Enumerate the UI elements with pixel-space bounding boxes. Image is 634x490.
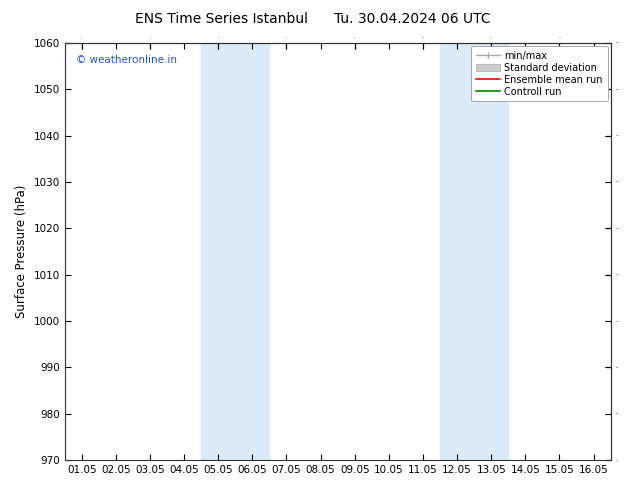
Text: Tu. 30.04.2024 06 UTC: Tu. 30.04.2024 06 UTC [333,12,491,26]
Text: © weatheronline.in: © weatheronline.in [75,55,177,66]
Y-axis label: Surface Pressure (hPa): Surface Pressure (hPa) [15,185,28,318]
Bar [440,43,508,460]
Legend: min/max, Standard deviation, Ensemble mean run, Controll run: min/max, Standard deviation, Ensemble me… [471,46,608,101]
Bar [201,43,269,460]
Text: ENS Time Series Istanbul: ENS Time Series Istanbul [136,12,308,26]
